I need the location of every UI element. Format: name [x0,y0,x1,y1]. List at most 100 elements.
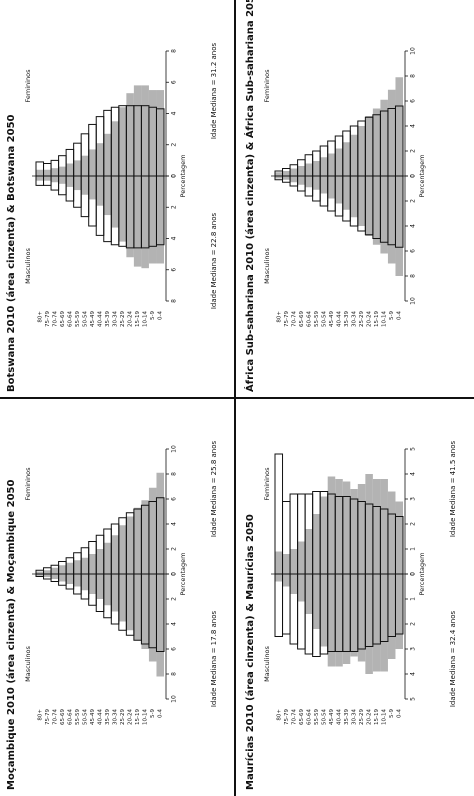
bar-2010 [365,474,373,574]
bar-2010 [342,481,351,574]
x-tick-label: 5 [410,697,417,701]
bar-2010 [372,479,381,574]
age-label: 80+ [276,311,282,323]
x-tick-label: 8 [171,49,178,53]
x-tick-label: 10 [410,297,417,305]
age-label: 65-69 [299,311,305,327]
bar-2010 [387,574,396,659]
age-label: 80+ [37,311,43,323]
age-label: 70-74 [52,709,58,725]
bar-2010 [312,574,321,629]
bar-2010 [43,176,52,181]
bar-2010 [126,574,134,631]
bar-2010 [111,176,119,228]
x-tick-label: 6 [410,249,417,253]
bar-2010 [275,574,283,582]
x-tick-label: 4 [410,672,417,676]
bar-2010 [58,574,67,582]
bar-2010 [88,554,97,574]
bar-2050 [274,573,284,637]
age-label: 55-59 [75,311,81,327]
bar-2010 [88,574,97,594]
bar-2010 [320,496,328,574]
age-label: 60-64 [306,709,312,725]
age-label: 15-19 [374,311,380,327]
bar-2010 [305,176,313,188]
x-tick-label: 6 [410,99,417,103]
age-label: 65-69 [60,709,66,725]
x-tick-label: 10 [171,445,178,453]
bar-2010 [36,169,44,176]
bar-2010 [103,542,112,574]
age-label: 10-14 [382,311,388,327]
age-label: 60-64 [67,311,73,327]
age-label: 75-79 [284,709,290,725]
age-label: 35-39 [105,709,111,725]
age-label: 20-24 [367,311,373,327]
bar-2010 [297,574,306,602]
age-label: 5-9 [150,311,156,320]
age-label: 45-49 [90,311,96,327]
x-tick-label: 3 [410,647,417,651]
bar-2010 [36,571,44,574]
age-label: 40-44 [98,311,104,327]
age-label: 35-39 [344,311,350,327]
age-label: 10-14 [382,709,388,725]
bar-2010 [43,169,52,176]
bar-2010 [81,176,89,195]
bar-2010 [365,176,373,236]
bar-2010 [380,99,388,176]
side-label: Femininos [24,467,32,501]
age-label: 75-79 [45,709,51,725]
bar-2010 [387,89,396,176]
age-label: 30-34 [113,311,119,327]
bar-2010 [320,574,328,647]
bar-2010 [305,529,313,574]
bar-2010 [66,163,74,176]
age-label: 25-29 [359,311,365,327]
age-label: 20-24 [128,311,134,327]
bar-2010 [126,516,134,574]
bar-2010 [275,176,283,179]
bar-2010 [312,176,321,190]
x-axis-label: Percentagem [418,553,426,596]
bar-2010 [357,574,366,662]
bar-2010 [365,116,373,176]
bar-2010 [342,176,351,210]
bar-2010 [365,574,373,674]
x-tick-label: 1 [410,547,417,551]
bar-2010 [148,574,157,662]
x-tick-label: 0 [410,572,417,576]
bar-2010 [335,176,343,204]
x-axis-label: Percentagem [179,155,187,198]
bar-2010 [395,77,403,176]
median-label: Idade Mediana = 41.5 anos [449,440,457,537]
age-label: 80+ [276,709,282,721]
age-label: 70-74 [291,311,297,327]
bar-2010 [118,176,127,242]
age-label: 35-39 [105,311,111,327]
bar-2010 [297,166,306,176]
bar-2010 [395,176,403,276]
age-label: 30-34 [352,709,358,725]
bar-2010 [81,155,89,176]
bar-2010 [126,93,134,176]
side-label: Femininos [263,467,271,501]
age-label: 10-14 [143,311,149,327]
age-label: 55-59 [75,709,81,725]
x-tick-label: 1 [410,597,417,601]
bar-2010 [126,176,134,258]
age-label: 0-4 [397,311,403,320]
age-label: 75-79 [284,311,290,327]
x-tick-label: 4 [171,236,178,240]
bar-2010 [372,574,381,672]
bar-2010 [335,148,343,176]
bar-2010 [297,541,306,574]
age-label: 20-24 [128,709,134,725]
age-label: 75-79 [45,311,51,327]
bar-2010 [141,85,149,176]
age-label: 5-9 [150,709,156,718]
median-label: Idade Mediana = 32.4 anos [449,610,457,707]
x-axis-label: Percentagem [179,553,187,596]
